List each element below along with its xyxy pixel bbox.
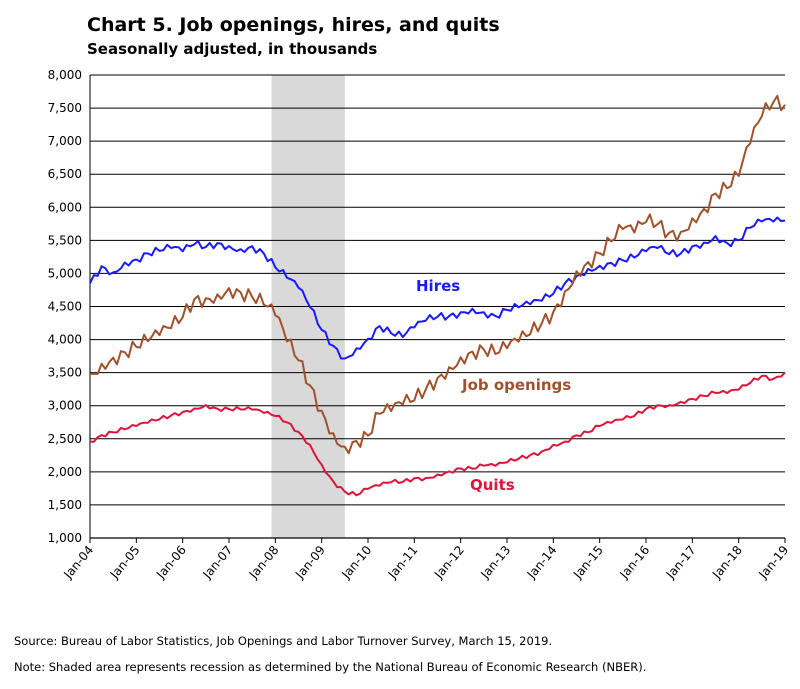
source-note: Source: Bureau of Labor Statistics, Job … <box>14 634 553 648</box>
x-tick-label: Jan-19 <box>755 543 791 582</box>
x-tick-label: Jan-07 <box>199 543 235 582</box>
y-tick-label: 3,000 <box>48 399 82 413</box>
y-tick-label: 5,500 <box>48 233 82 247</box>
series-line-job-openings <box>89 94 786 455</box>
y-tick-label: 6,500 <box>48 167 82 181</box>
y-tick-label: 1,000 <box>48 531 82 545</box>
chart-subtitle: Seasonally adjusted, in thousands <box>87 40 378 58</box>
x-tick-label: Jan-14 <box>524 543 560 582</box>
y-tick-label: 8,000 <box>48 68 82 82</box>
y-axis-ticks: 1,000 1,500 2,000 2,500 3,000 3,500 4,000 4,500… <box>48 68 82 545</box>
x-tick-label: Jan-18 <box>709 543 745 582</box>
x-tick-label: Jan-12 <box>431 543 467 582</box>
x-tick-label: Jan-11 <box>385 543 421 582</box>
y-tick-label: 6,000 <box>48 200 82 214</box>
x-tick-label: Jan-09 <box>292 543 328 582</box>
x-tick-label: Jan-17 <box>663 543 699 582</box>
y-tick-label: 2,000 <box>48 465 82 479</box>
x-tick-label: Jan-10 <box>338 543 374 582</box>
x-axis-ticks: Jan-04 Jan-05 Jan-06 Jan-07 Jan-08 Jan-09 Jan-… <box>60 538 791 582</box>
y-tick-label: 4,500 <box>48 300 82 314</box>
y-tick-label: 4,000 <box>48 333 82 347</box>
chart-title: Chart 5. Job openings, hires, and quits <box>87 14 500 36</box>
series-line-hires <box>89 216 786 360</box>
series-line-quits <box>89 371 786 497</box>
shading-note: Note: Shaded area represents recession a… <box>14 660 647 674</box>
label-hires: Hires <box>416 277 460 295</box>
series-lines <box>89 94 786 497</box>
x-tick-label: Jan-15 <box>570 543 606 582</box>
y-tick-label: 7,500 <box>48 101 82 115</box>
series-labels: Hires Job openings Quits <box>416 277 571 494</box>
y-tick-label: 3,500 <box>48 366 82 380</box>
x-tick-label: Jan-06 <box>153 543 189 582</box>
x-tick-label: Jan-04 <box>60 543 96 582</box>
x-tick-label: Jan-08 <box>246 543 282 582</box>
gridlines <box>89 74 785 539</box>
label-quits: Quits <box>470 476 515 494</box>
y-tick-label: 5,000 <box>48 266 82 280</box>
x-tick-label: Jan-16 <box>616 543 652 582</box>
label-job-openings: Job openings <box>461 376 571 394</box>
y-tick-label: 1,500 <box>48 498 82 512</box>
y-tick-label: 2,500 <box>48 432 82 446</box>
y-tick-label: 7,000 <box>48 134 82 148</box>
x-tick-label: Jan-13 <box>477 543 513 582</box>
x-tick-label: Jan-05 <box>107 543 143 582</box>
